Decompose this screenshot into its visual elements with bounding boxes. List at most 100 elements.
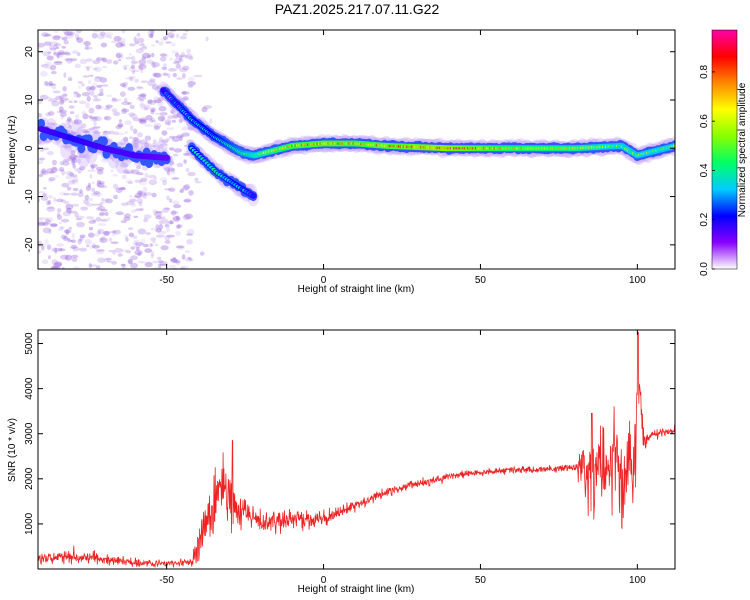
spectrogram-noise-blob (128, 194, 133, 198)
spectrogram-noise-blob (113, 60, 119, 65)
spectrogram-noise-blob (58, 50, 65, 55)
spectrogram-noise-blob (91, 187, 96, 192)
low-altitude-band-halo (130, 137, 143, 154)
spectrogram-noise-blob (205, 36, 209, 42)
spectrogram-noise-blob (62, 86, 67, 92)
spectrogram-noise-blob (88, 79, 91, 85)
spectrogram-noise-blob (136, 171, 143, 176)
spectrogram-noise-blob (74, 33, 80, 39)
spectrogram-noise-blob (124, 120, 132, 126)
spectrogram-noise-blob (71, 158, 78, 164)
spectrogram-noise-blob (80, 123, 87, 128)
spectrogram-noise-blob (187, 81, 196, 86)
spectrogram-noise-blob (73, 119, 83, 125)
spectrogram-noise-blob (56, 243, 64, 247)
spectrogram-noise-blob (112, 183, 119, 189)
spectrogram-noise-blob (66, 31, 76, 36)
spectrogram-noise-blob (78, 238, 83, 242)
spectrogram-noise-blob (106, 59, 113, 64)
spectrogram-noise-blob (134, 41, 139, 45)
spectrogram-noise-blob (85, 58, 93, 62)
spectrogram-noise-blob (94, 66, 102, 73)
spectrogram-noise-blob (138, 94, 146, 101)
spectrogram-noise-blob (59, 99, 65, 104)
spectrogram-noise-blob (165, 41, 172, 44)
spectrogram-noise-blob (99, 212, 105, 217)
spectrogram-noise-blob (101, 57, 107, 62)
spectrogram-noise-blob (145, 232, 151, 235)
spectrogram-noise-blob (54, 261, 62, 267)
spectrogram-noise-blob (136, 32, 141, 37)
spectrogram-noise-blob (188, 258, 193, 261)
spectrogram-noise-blob (159, 53, 167, 57)
spectrogram-noise-blob (44, 61, 53, 66)
spectrogram-noise-blob (71, 257, 78, 263)
secondary-track-core (250, 194, 256, 198)
spectrogram-noise-blob (104, 257, 112, 261)
spectrogram-noise-blob (80, 206, 89, 211)
snr-y-axis: 1000 2000 3000 4000 5000 (24, 332, 675, 535)
spectrogram-noise-blob (131, 55, 136, 62)
spectrogram-noise-blob (79, 234, 86, 239)
spectrogram-noise-blob (68, 100, 73, 103)
spectrogram-noise-blob (81, 83, 85, 87)
spectrogram-y-tick-label: 20 (24, 46, 35, 58)
spectrogram-noise-blob (100, 237, 105, 243)
spectrogram-noise-blob (106, 260, 112, 263)
spectrogram-noise-blob (79, 189, 83, 194)
spectrogram-noise-blob (104, 198, 113, 204)
spectrogram-noise-blob (178, 119, 183, 123)
spectrogram-noise-blob (188, 76, 195, 82)
spectrogram-noise-blob (143, 217, 149, 223)
spectrogram-noise-blob (76, 221, 85, 228)
spectrogram-noise-blob (130, 246, 136, 250)
spectrogram-noise-blob (91, 32, 98, 39)
spectrogram-noise-blob (53, 43, 58, 50)
spectrogram-noise-blob (140, 238, 146, 245)
spectrogram-noise-blob (152, 72, 157, 77)
spectrogram-noise-blob (154, 86, 161, 93)
spectrogram-noise-blob (59, 95, 64, 100)
spectrogram-noise-blob (139, 119, 147, 125)
spectrogram-noise-blob (123, 216, 131, 221)
spectrogram-noise-blob (100, 209, 108, 212)
spectrogram-noise-blob (95, 57, 104, 61)
snr-y-label: SNR (10 * v/v) (7, 418, 18, 482)
spectrogram-noise-blob (66, 238, 70, 243)
spectrogram-noise-blob (144, 135, 152, 141)
spectrogram-noise-blob (52, 266, 61, 269)
spectrogram-noise-blob (130, 169, 134, 172)
spectrogram-noise-blob (194, 181, 202, 184)
spectrogram-noise-blob (187, 171, 196, 177)
spectrogram-noise-blob (124, 82, 128, 89)
spectrogram-noise-blob (102, 57, 107, 63)
spectrogram-noise-blob (89, 116, 98, 119)
spectrogram-noise-blob (172, 256, 176, 260)
spectrogram-noise-blob (73, 155, 79, 159)
spectrogram-noise-blob (96, 249, 105, 252)
spectrogram-noise-blob (187, 125, 195, 131)
snr-x-label: Height of straight line (km) (298, 584, 415, 595)
spectrogram-noise-blob (40, 196, 49, 201)
spectrogram-noise-blob (166, 32, 175, 38)
spectrogram-noise-blob (142, 193, 148, 200)
spectrogram-noise-blob (119, 162, 129, 168)
spectrogram-noise-blob (111, 40, 117, 44)
spectrogram-noise-blob (152, 144, 156, 148)
spectrogram-noise-blob (143, 107, 149, 111)
spectrogram-noise-blob (166, 227, 170, 233)
spectrogram-noise-blob (113, 111, 121, 117)
spectrogram-noise-blob (120, 91, 126, 97)
spectrogram-noise-blob (139, 117, 147, 123)
spectrogram-noise-blob (53, 261, 63, 267)
spectrogram-noise-blob (103, 259, 108, 263)
spectrogram-noise-blob (71, 159, 76, 166)
spectrogram-noise-blob (147, 100, 157, 105)
spectrogram-noise-blob (151, 53, 155, 58)
spectrogram-noise-blob (73, 266, 80, 269)
spectrogram-noise-blob (147, 80, 156, 87)
spectrogram-noise-blob (98, 92, 104, 96)
snr-series-line (38, 331, 675, 568)
spectrogram-noise-blob (50, 47, 57, 51)
spectrogram-noise-blob (147, 174, 157, 179)
